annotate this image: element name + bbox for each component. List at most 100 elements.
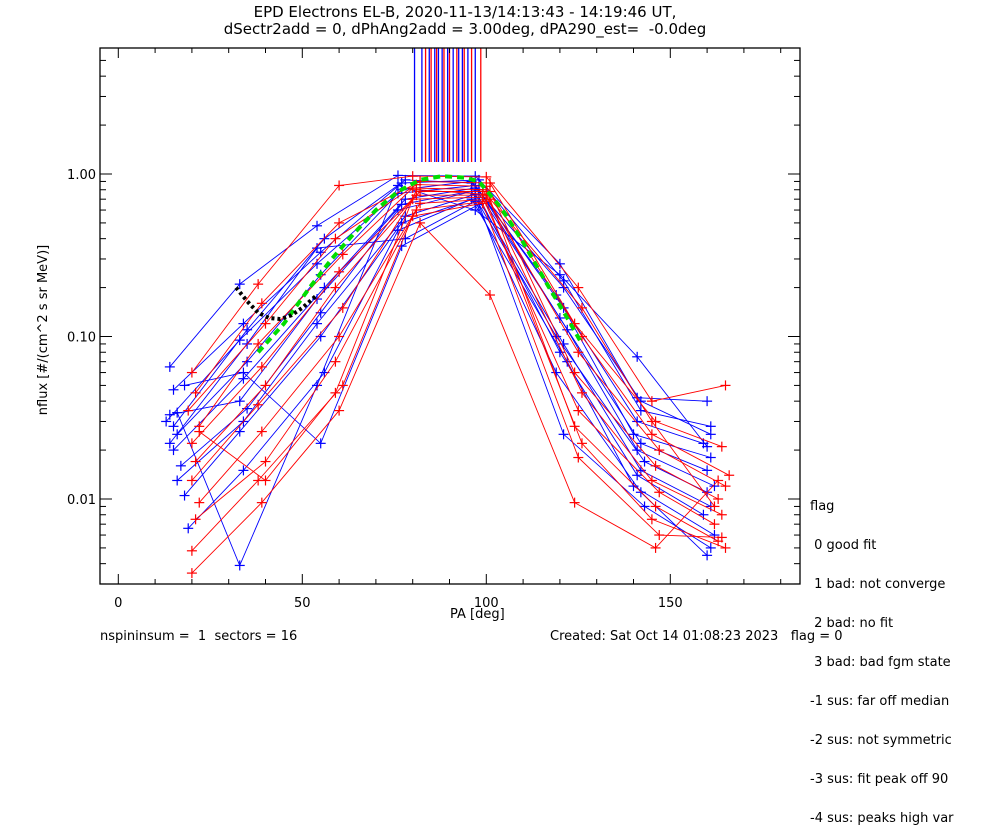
data-point-marker (554, 269, 565, 280)
data-point-marker (709, 501, 720, 512)
data-point-marker (407, 171, 418, 182)
data-point-marker (713, 494, 724, 504)
data-point-marker (702, 550, 713, 561)
data-point-marker (639, 501, 650, 512)
y-tick-label: 1.00 (67, 168, 96, 183)
data-point-marker (334, 217, 345, 228)
data-point-marker (635, 405, 646, 416)
data-point-marker (558, 429, 569, 440)
series-line-red-12 (199, 189, 715, 507)
series-layer (161, 170, 735, 579)
data-point-marker (234, 560, 245, 571)
series-line-red-9 (195, 200, 726, 549)
series-line-blue-13 (176, 184, 708, 567)
data-point-marker (400, 174, 411, 185)
data-point-marker (569, 367, 580, 378)
data-point-marker (337, 249, 348, 260)
series-line-blue-6 (169, 189, 715, 487)
data-point-marker (234, 396, 245, 407)
data-point-marker (716, 509, 727, 520)
series-line-blue-12 (184, 203, 712, 549)
data-point-marker (186, 438, 197, 449)
axes-layer: 0 50 100 150 0.01 0.10 1.00 (67, 47, 801, 611)
series-line-blue-4 (176, 185, 711, 458)
series-line-red-4 (198, 187, 726, 487)
fit-layer (234, 174, 584, 354)
data-point-marker (558, 338, 569, 349)
x-axis-label: PA [deg] (450, 607, 505, 622)
series-line-red-6 (195, 194, 722, 516)
data-point-marker (330, 356, 341, 367)
data-point-marker (392, 225, 403, 236)
data-point-marker (646, 429, 657, 440)
data-point-marker (650, 542, 661, 553)
data-point-marker (392, 170, 403, 181)
data-point-marker (172, 475, 183, 486)
legend-item: -2 sus: not symmetric (810, 733, 952, 748)
data-point-marker (234, 279, 245, 290)
data-point-marker (256, 497, 267, 508)
data-point-marker (646, 416, 657, 427)
data-point-marker (330, 233, 341, 244)
data-point-marker (186, 568, 197, 579)
data-point-marker (407, 211, 418, 222)
footer-left-info: nspininsum = 1 sectors = 16 (100, 629, 298, 644)
data-point-marker (720, 380, 731, 391)
legend-item: -1 sus: far off median (810, 694, 950, 709)
x-tick-label: 100 (474, 596, 499, 611)
data-point-marker (573, 452, 584, 463)
data-point-marker (253, 399, 264, 410)
series-line-blue-5 (173, 187, 708, 471)
series-line-blue-9 (184, 196, 704, 516)
data-point-marker (702, 396, 713, 407)
data-point-marker (569, 421, 580, 432)
legend-item: 1 bad: not converge (810, 577, 946, 592)
data-point-marker (573, 405, 584, 416)
data-point-marker (194, 497, 205, 508)
data-point-marker (484, 290, 495, 301)
data-point-marker (569, 497, 580, 508)
data-point-marker (632, 445, 643, 456)
data-point-marker (576, 438, 587, 449)
series-line-blue-10 (187, 198, 715, 536)
data-point-marker (558, 282, 569, 293)
series-line-blue-3 (165, 180, 704, 444)
data-point-marker (190, 514, 201, 525)
data-point-marker (709, 481, 720, 492)
data-point-marker (179, 380, 190, 391)
data-point-marker (260, 475, 271, 486)
data-point-marker (654, 530, 665, 541)
chart-svg: 0 50 100 150 0.01 0.10 1.00 (67, 47, 801, 611)
data-point-marker (646, 475, 657, 486)
data-point-marker (186, 545, 197, 556)
data-point-marker (168, 445, 179, 456)
data-point-marker (632, 470, 643, 481)
data-point-marker (183, 405, 194, 416)
data-point-marker (330, 282, 341, 293)
data-point-marker (720, 481, 731, 492)
data-point-marker (312, 220, 323, 231)
legend: flag 0 good fit 1 bad: not converge 2 ba… (810, 474, 954, 838)
data-point-marker (330, 387, 341, 398)
data-point-marker (635, 438, 646, 449)
data-point-marker (161, 416, 172, 427)
legend-item: -3 sus: fit peak off 90 (810, 772, 949, 787)
data-point-marker (334, 331, 345, 342)
data-point-marker (573, 282, 584, 293)
data-point-marker (190, 387, 201, 398)
data-point-marker (256, 298, 267, 309)
data-point-marker (175, 460, 186, 471)
data-point-marker (411, 184, 422, 195)
data-point-marker (702, 441, 713, 452)
data-point-marker (179, 490, 190, 501)
data-point-marker (477, 198, 488, 209)
legend-item: 0 good fit (810, 538, 877, 553)
legend-item: 3 bad: bad fgm state (810, 655, 951, 670)
data-point-marker (576, 302, 587, 313)
data-point-marker (716, 532, 727, 543)
data-point-marker (256, 426, 267, 437)
data-point-marker (253, 338, 264, 349)
data-point-marker (190, 456, 201, 467)
data-point-marker (253, 279, 264, 290)
data-point-marker (576, 387, 587, 398)
